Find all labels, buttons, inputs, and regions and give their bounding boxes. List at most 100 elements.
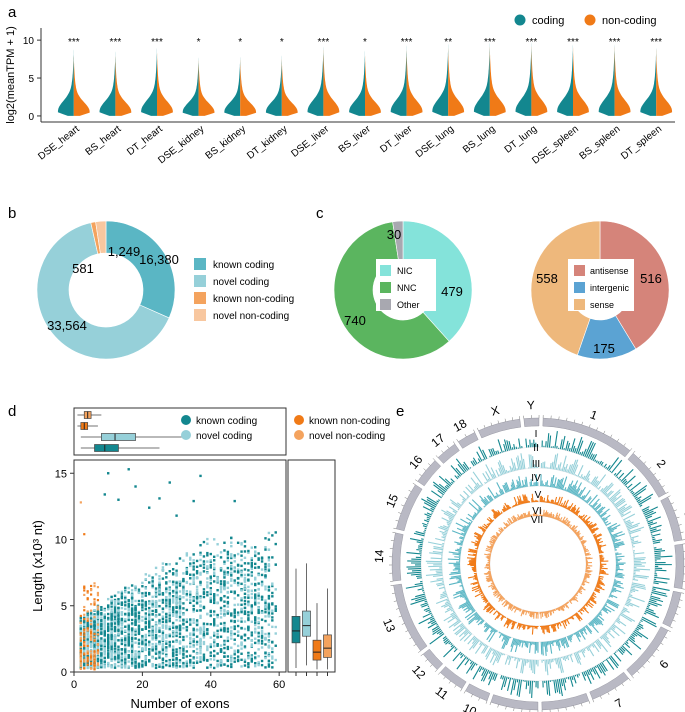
scatter-point-coding (154, 633, 158, 637)
scatter-point-coding (79, 644, 83, 647)
scatter-point-coding (254, 593, 257, 596)
track-bar (598, 575, 604, 578)
track-bar (430, 557, 443, 560)
track-bar (527, 512, 530, 517)
legend-marker (380, 282, 391, 293)
track-bar (525, 438, 528, 448)
scatter-point-coding (100, 624, 103, 627)
track-bar (525, 641, 528, 648)
track-bar (627, 638, 642, 650)
scatter-point-coding (223, 574, 226, 578)
track-bar (615, 553, 622, 556)
scatter-point-noncoding (96, 629, 100, 632)
violin-noncoding (448, 40, 465, 116)
track-bar (502, 506, 507, 512)
track-bar (460, 540, 464, 543)
scatter-point-noncoding (96, 652, 100, 655)
ideogram-tick (396, 608, 400, 610)
legend-label: novel coding (196, 431, 252, 442)
track-bar (652, 539, 663, 543)
scatter-point-coding (171, 626, 175, 629)
track-bar (623, 520, 626, 522)
track-bar (600, 512, 607, 518)
scatter-point-coding (171, 624, 175, 627)
scatter-point-coding (247, 590, 250, 593)
track-bar (597, 546, 602, 549)
track-bar (487, 672, 495, 686)
scatter-point-coding (206, 591, 209, 594)
track-bar (495, 450, 498, 455)
scatter-point-noncoding (89, 667, 93, 670)
track-bar (560, 605, 564, 612)
track-bar (518, 608, 522, 612)
scatter-point-noncoding (86, 610, 89, 613)
track-bar (488, 670, 491, 674)
track-bar (518, 438, 521, 449)
track-bar (506, 520, 511, 526)
scatter-point-coding (100, 653, 103, 657)
track-bar (636, 626, 641, 630)
track-bar (606, 600, 619, 607)
chromosome-label: 2 (654, 457, 669, 471)
track-bar (522, 458, 526, 469)
chromosome-label: 7 (613, 695, 626, 711)
track-bar (583, 648, 586, 652)
track-bar (576, 533, 580, 536)
scatter-point-coding (130, 636, 134, 640)
scatter-point-coding (110, 656, 113, 659)
track-bar (547, 499, 549, 503)
track-bar (475, 540, 481, 544)
scatter-point-coding (257, 639, 260, 642)
scatter-point-coding (178, 632, 182, 635)
scatter-point-coding (260, 646, 264, 649)
scatter-point-coding (260, 582, 264, 586)
scatter-point-coding (137, 665, 141, 668)
track-bar (581, 543, 585, 546)
scatter-point-coding (199, 649, 202, 652)
scatter-point-coding (271, 647, 274, 650)
scatter-point-coding (171, 572, 175, 575)
track-bar (585, 570, 592, 573)
track-bar (563, 505, 566, 508)
scatter-point-coding (130, 662, 134, 665)
panel-e-circos-plot: 123456789101112131415161718XYIIIIIIIVVVI… (372, 398, 685, 712)
track-bar (422, 525, 428, 528)
scatter-point-coding (192, 499, 195, 503)
ideogram-tick (393, 600, 397, 602)
track-bar (615, 555, 625, 558)
track-bar (568, 463, 574, 474)
track-bar (443, 613, 457, 622)
scatter-point-coding (144, 605, 148, 609)
scatter-point-coding (216, 576, 219, 579)
scatter-point-coding (148, 632, 151, 635)
track-bar (581, 582, 586, 586)
scatter-point-coding (113, 664, 117, 667)
track-bar (578, 610, 583, 615)
ideogram-tick (412, 482, 416, 485)
track-bar (549, 610, 553, 615)
legend-noncoding-label: non-coding (602, 15, 656, 27)
track-bar (503, 635, 507, 640)
scatter-point-coding (257, 648, 260, 651)
scatter-point-coding (219, 635, 223, 638)
track-bar (590, 620, 595, 625)
scatter-point-coding (124, 619, 127, 623)
scatter-point-coding (154, 629, 158, 632)
track-bar (577, 630, 580, 633)
significance-label: *** (110, 37, 122, 48)
scatter-point-coding (257, 663, 260, 667)
legend-label: known coding (213, 260, 274, 271)
track-bar (444, 607, 454, 613)
track-bar (493, 516, 496, 520)
scatter-point-noncoding (79, 653, 82, 656)
scatter-point-coding (182, 635, 185, 639)
significance-label: * (280, 37, 284, 48)
legend-label: novel non-coding (309, 431, 385, 442)
track-bar (487, 546, 493, 550)
violin-coding (99, 43, 116, 116)
scatter-point-coding (267, 586, 271, 590)
scatter-point-coding (260, 609, 264, 613)
track-bar (605, 466, 608, 469)
scatter-point-coding (192, 599, 195, 602)
scatter-point-coding (240, 643, 243, 647)
